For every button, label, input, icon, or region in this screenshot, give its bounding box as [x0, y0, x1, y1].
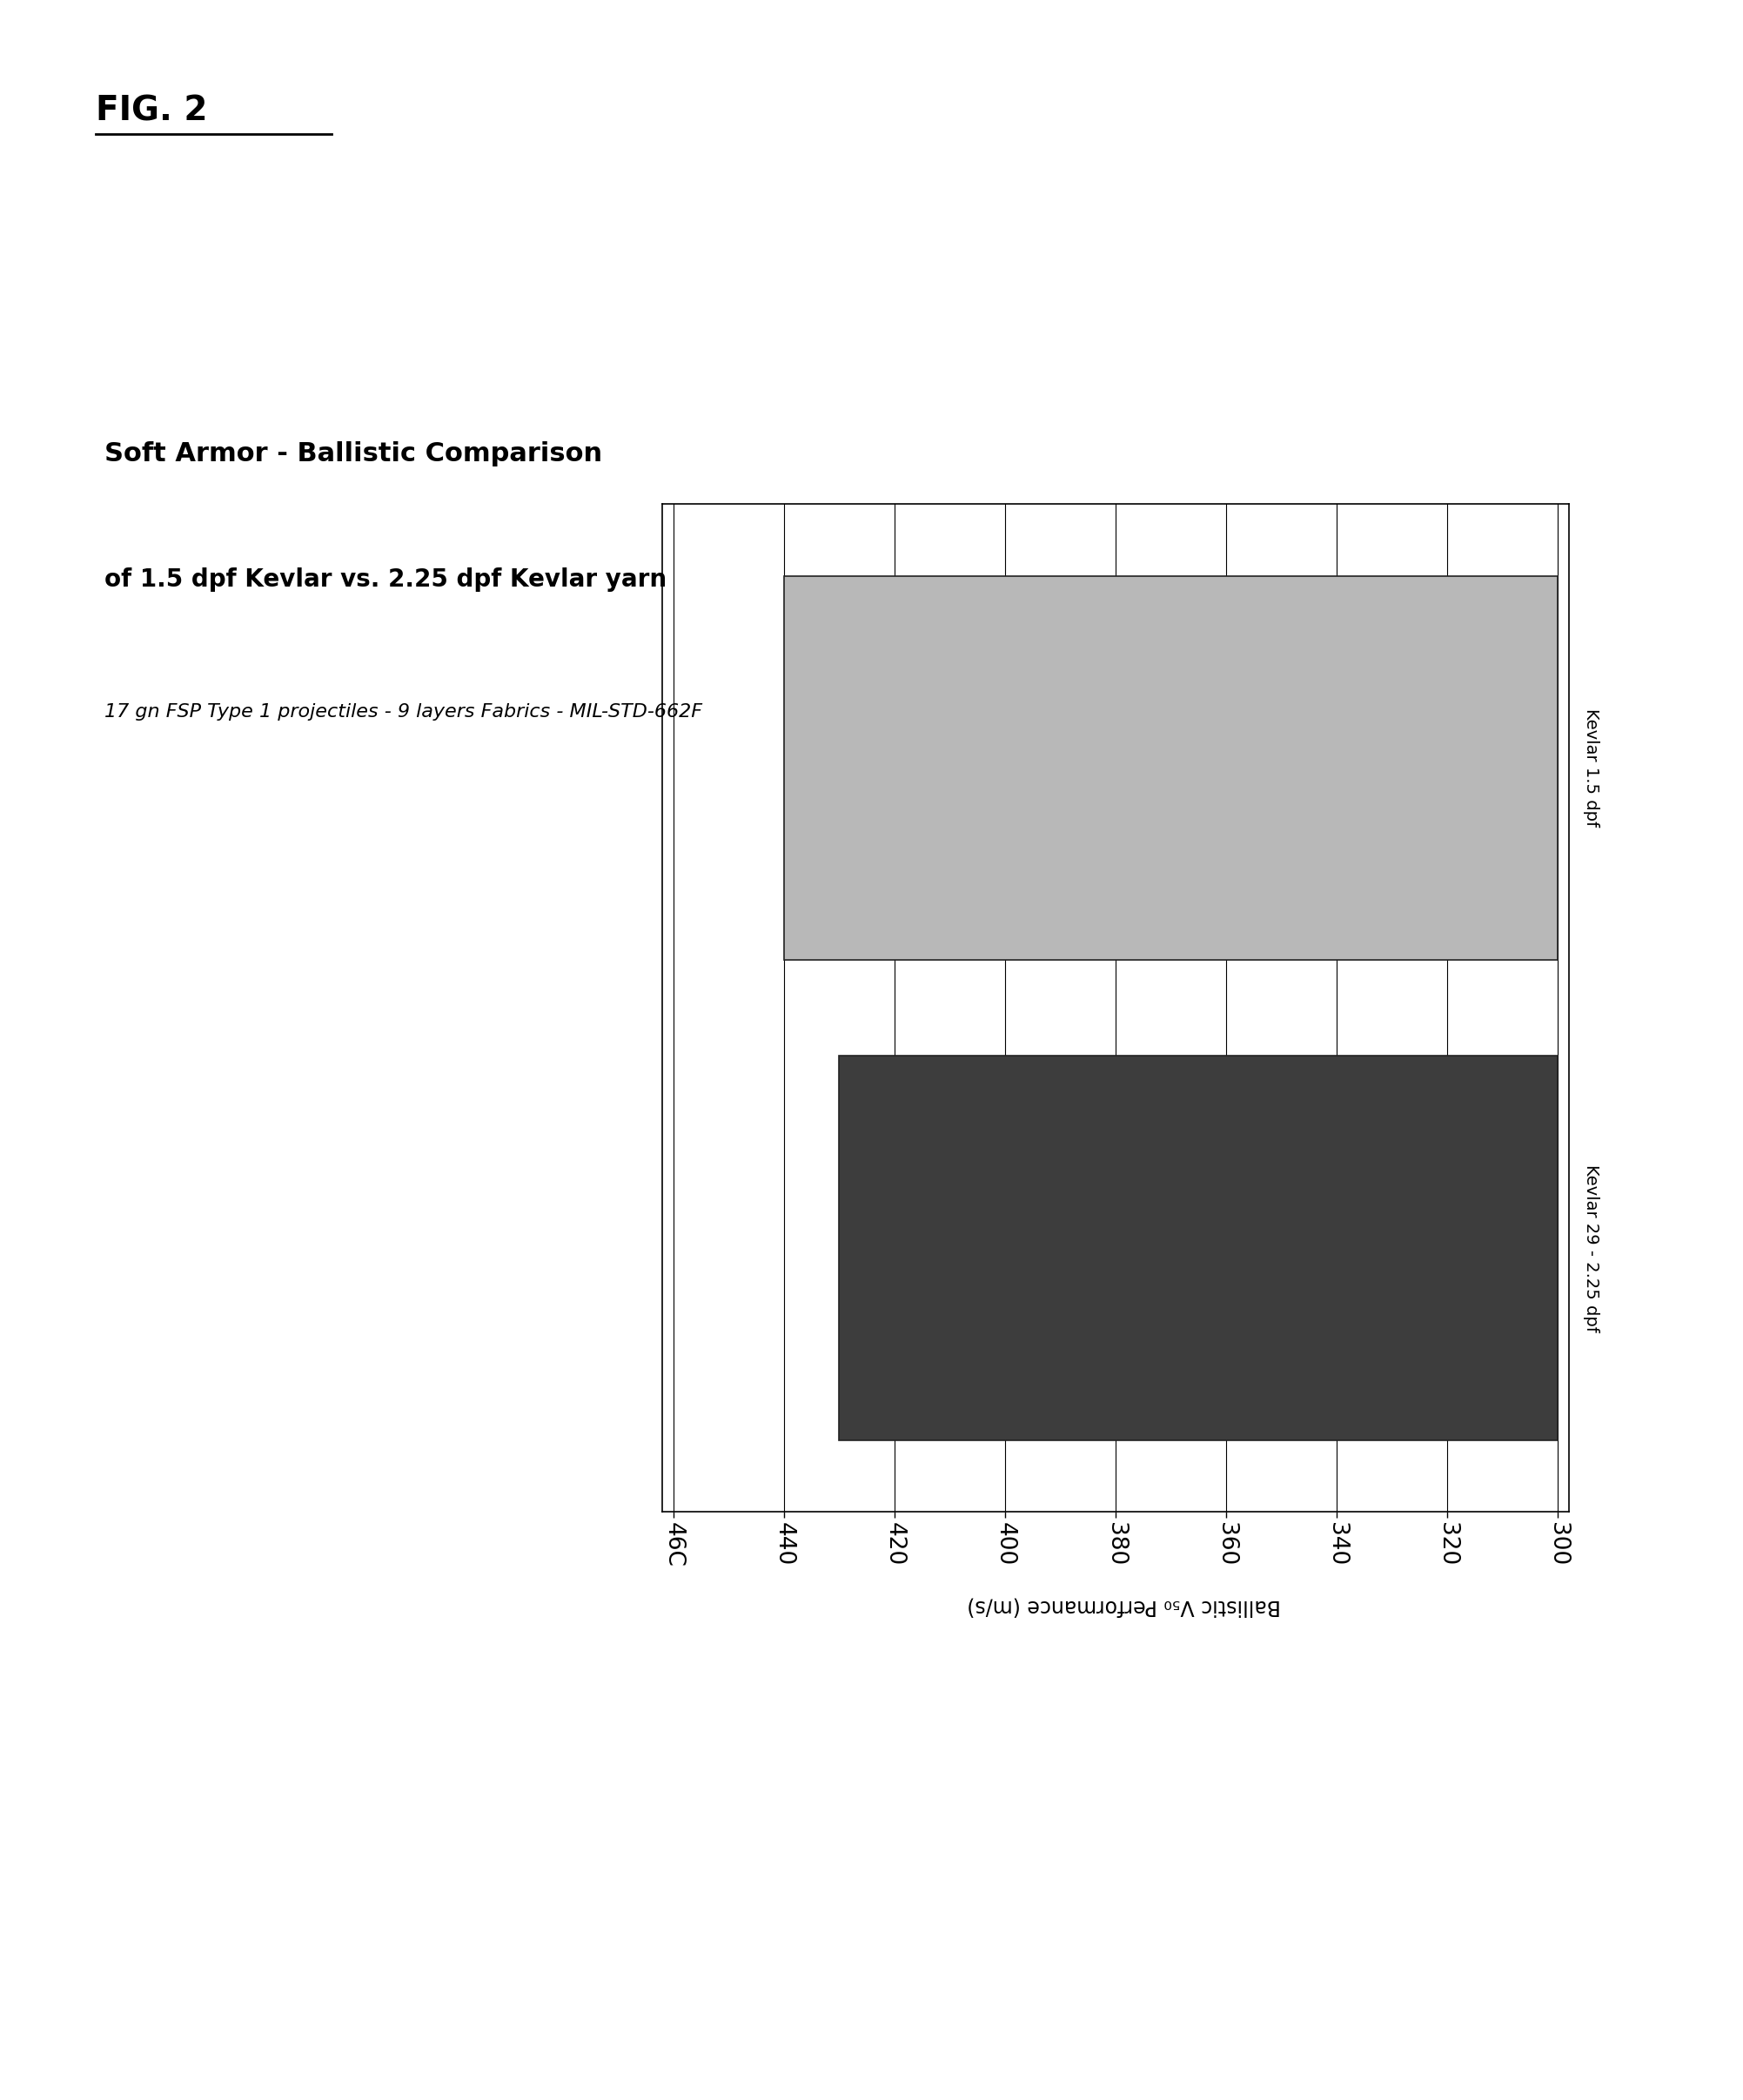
Bar: [838, 1056, 1558, 1441]
Text: Kevlar 1.5 dpf: Kevlar 1.5 dpf: [1583, 710, 1600, 827]
Text: 17 gn FSP Type 1 projectiles - 9 layers Fabrics - MIL-STD-662F: 17 gn FSP Type 1 projectiles - 9 layers …: [105, 704, 702, 720]
Bar: [784, 575, 1558, 960]
Text: Soft Armor - Ballistic Comparison: Soft Armor - Ballistic Comparison: [105, 441, 603, 466]
Text: Ballistic V₅₀ Performance (m/s): Ballistic V₅₀ Performance (m/s): [967, 1596, 1281, 1617]
Text: Kevlar 29 - 2.25 dpf: Kevlar 29 - 2.25 dpf: [1583, 1163, 1600, 1331]
Text: of 1.5 dpf Kevlar vs. 2.25 dpf Kevlar yarn: of 1.5 dpf Kevlar vs. 2.25 dpf Kevlar ya…: [105, 567, 668, 592]
Text: FIG. 2: FIG. 2: [96, 94, 207, 128]
